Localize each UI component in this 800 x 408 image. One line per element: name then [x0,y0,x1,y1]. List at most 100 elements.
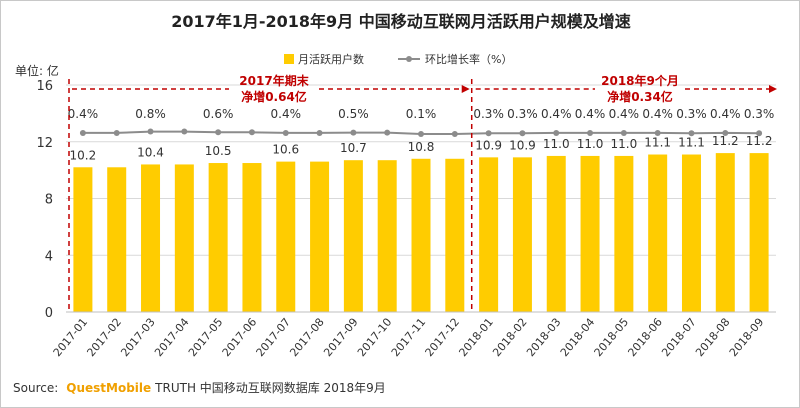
bar [479,157,499,312]
growth-label: 0.5% [338,107,369,121]
x-tick-label: 2017-04 [152,316,192,360]
bar [276,161,296,312]
bar [411,158,431,312]
x-tick-label: 2017-07 [254,316,294,360]
growth-point [451,131,458,137]
x-tick-label: 2017-10 [355,316,395,360]
growth-point [722,129,729,136]
chart-title: 2017年1月-2018年9月 中国移动互联网月活跃用户规模及增速 [171,12,631,31]
x-tick-label: 2017-11 [389,316,429,360]
bar [445,158,465,312]
y-tick-label: 4 [45,249,53,264]
bar [377,160,397,312]
growth-point [620,129,627,136]
growth-label: 0.4% [271,107,302,121]
bar [242,163,262,312]
y-tick-label: 8 [45,193,53,208]
growth-point [519,130,526,137]
bar [614,155,634,312]
x-tick-label: 2018-05 [592,316,632,360]
x-tick-label: 2018-08 [693,316,733,360]
unit-label: 单位: 亿 [15,63,59,78]
x-tick-label: 2018-04 [558,316,598,360]
growth-label: 0.4% [710,107,741,121]
growth-point [485,130,492,137]
annotation-2017-line2: 净增0.64亿 [241,89,307,104]
growth-point [113,129,120,136]
growth-point [350,129,357,136]
bar [715,153,735,312]
growth-label: 0.4% [541,107,572,121]
growth-label: 0.8% [135,107,166,121]
growth-point [756,130,763,137]
growth-label: 0.3% [676,107,707,121]
bar-value-label: 11.2 [746,134,773,148]
annotation-2018-line1: 2018年9个月 [601,73,679,88]
x-tick-label: 2018-09 [727,316,767,360]
source-note: Source: QuestMobile TRUTH 中国移动互联网数据库 2018年… [13,379,386,396]
legend-line-label: 环比增长率（%） [425,52,512,66]
x-tick-label: 2018-06 [625,316,665,360]
growth-point [248,129,255,136]
growth-label: 0.3% [473,107,504,121]
x-tick-label: 2017-02 [85,316,125,360]
bar [107,167,127,312]
bar [546,155,566,312]
bar [310,161,330,312]
bar [648,154,668,312]
y-tick-label: 16 [36,79,53,94]
bar-value-label: 10.8 [408,140,435,154]
growth-point [215,129,222,136]
bar [73,167,93,312]
growth-label: 0.4% [575,107,606,121]
growth-label: 0.4% [68,107,99,121]
legend-line-marker [406,56,412,62]
bar-value-label: 10.2 [70,148,97,162]
growth-label: 0.3% [744,107,775,121]
bar-value-label: 10.6 [272,143,299,157]
growth-point [147,128,154,135]
y-tick-label: 12 [36,136,53,151]
bar-value-label: 10.9 [509,138,536,152]
bar [512,157,532,312]
bar-value-label: 10.7 [340,141,367,155]
legend-bar-label: 月活跃用户数 [298,52,364,66]
growth-point [384,129,391,136]
growth-point [587,129,594,136]
bar-value-label: 10.4 [137,145,164,159]
bar [343,160,363,312]
growth-point [418,131,424,137]
bar [749,153,769,312]
bar-value-label: 10.5 [205,144,232,158]
x-tick-label: 2017-08 [287,316,327,360]
x-tick-label: 2018-02 [490,316,530,360]
growth-point [282,129,289,136]
growth-point [654,129,661,136]
bar-value-label: 11.0 [610,137,637,151]
annotation-2017-line1: 2017年期末 [239,73,309,88]
x-tick-label: 2018-01 [456,316,496,360]
source-brand: QuestMobile [66,381,152,395]
x-tick-label: 2017-03 [118,316,158,360]
legend-bar-swatch [284,54,294,64]
y-tick-label: 0 [45,306,53,321]
growth-point [181,128,188,135]
growth-label: 0.1% [406,107,437,121]
growth-point [79,129,86,136]
x-tick-label: 2017-01 [51,316,91,360]
bar-value-label: 11.0 [577,137,604,151]
growth-label: 0.3% [507,107,538,121]
source-text: TRUTH 中国移动互联网数据库 2018年9月 [155,381,386,395]
bar [681,154,701,312]
x-tick-label: 2017-05 [186,316,226,360]
bar-value-label: 11.0 [543,137,570,151]
source-label: Source: [13,381,59,395]
x-tick-label: 2018-07 [659,316,699,360]
growth-point [316,129,323,136]
bar [141,164,161,312]
annotation-2018-line2: 净增0.34亿 [607,89,673,104]
growth-point [553,129,560,136]
annotation-arrow-head [769,85,777,93]
